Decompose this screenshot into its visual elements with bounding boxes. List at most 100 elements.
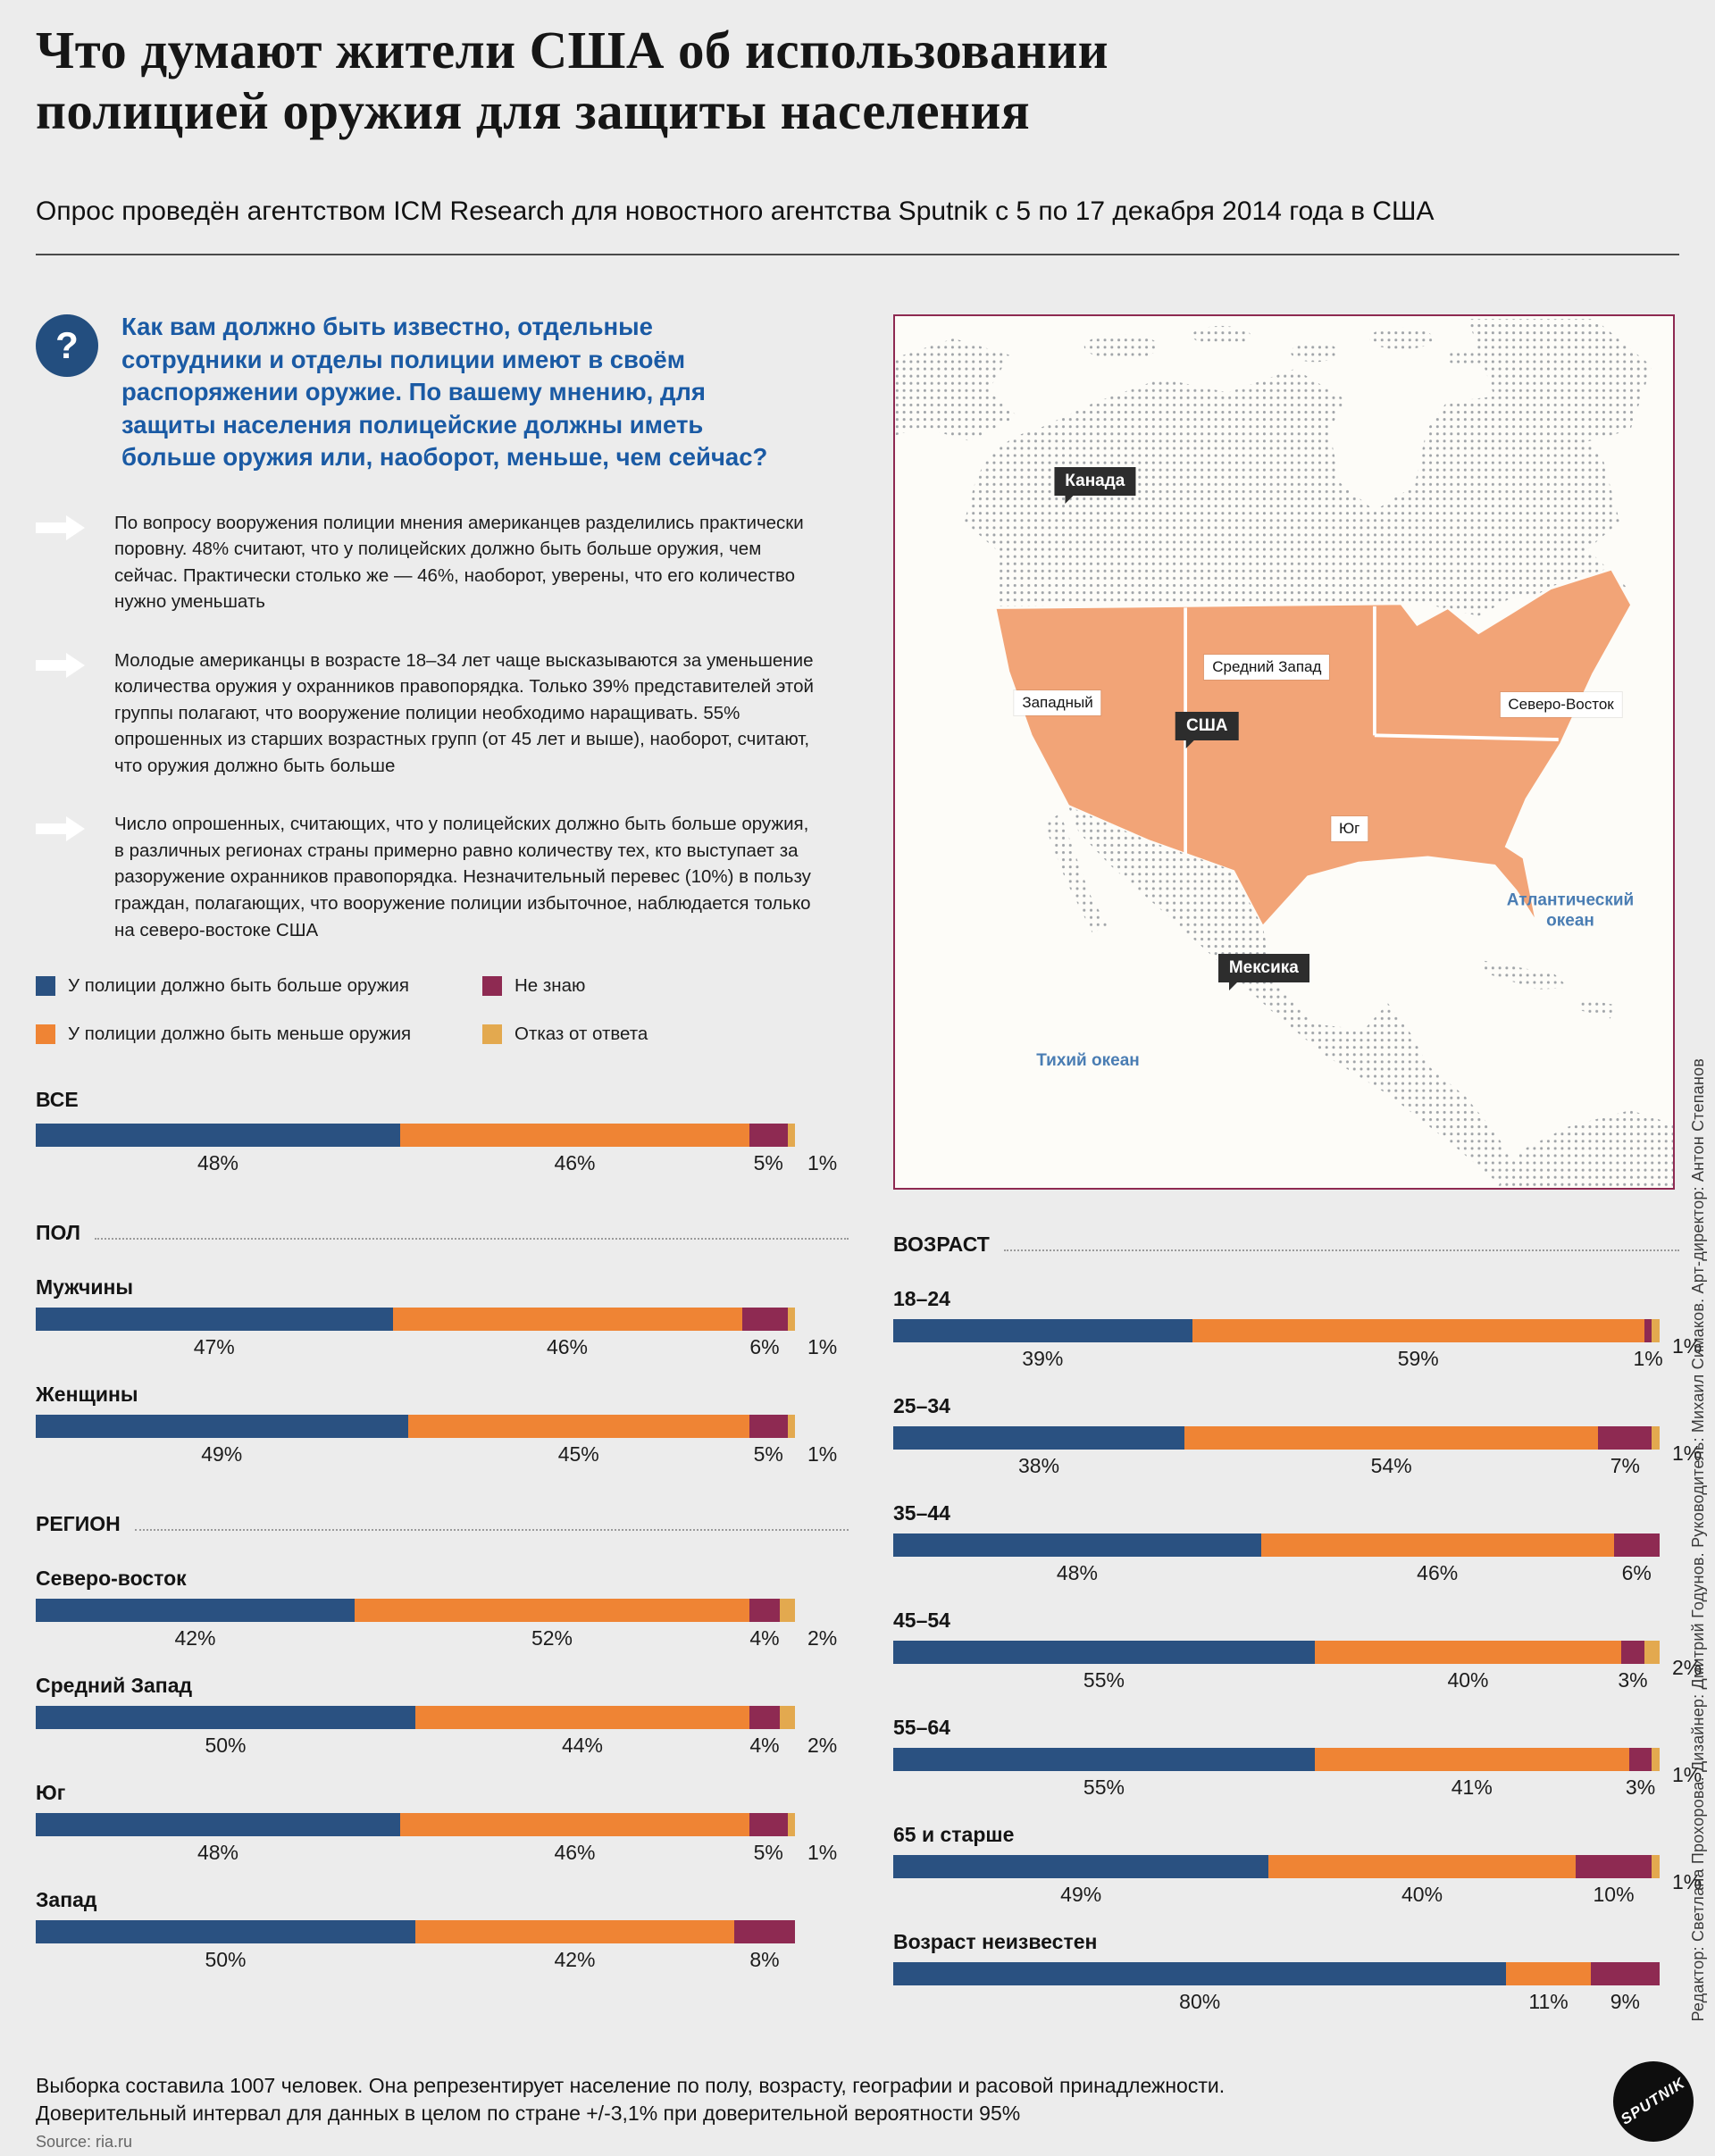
legend: У полиции должно быть больше оружия У пол… <box>36 975 849 1045</box>
finding-text: По вопросу вооружения полиции мнения аме… <box>114 512 804 613</box>
pct-row: 39% 59% 1% 1% <box>893 1334 1702 1374</box>
bar-segment <box>1314 1748 1629 1771</box>
mexico-label-text: Мексика <box>1228 958 1299 978</box>
chart-row: Женщины 49% 45% 5% 1% <box>36 1383 849 1469</box>
legend-item: У полиции должно быть меньше оружия <box>36 1024 482 1045</box>
pct-label: 5% <box>753 1841 783 1865</box>
pct-label: 1% <box>807 1841 838 1865</box>
age-charts: ВОЗРАСТ 18–24 39% 59% 1% 1% 25–34 38% 54% 7% 1% 35–… <box>893 1233 1702 2017</box>
chart-section-age: ВОЗРАСТ 18–24 39% 59% 1% 1% 25–34 38% 54% 7% 1% 35–… <box>893 1233 1702 2017</box>
pct-row: 49% 45% 5% 1% <box>36 1442 837 1469</box>
bar-segment <box>1506 1962 1591 1985</box>
alaska-shape <box>895 338 1018 441</box>
row-label: 45–54 <box>893 1609 950 1632</box>
bar-segment <box>400 1124 749 1148</box>
pct-row: 55% 40% 3% 2% <box>893 1656 1702 1695</box>
bar-segment <box>36 1124 400 1148</box>
pct-label: 55% <box>1083 1776 1125 1799</box>
map-label-usa: США <box>1175 711 1239 748</box>
bar-segment <box>1598 1426 1652 1450</box>
map-label-mexico: Мексика <box>1217 954 1309 991</box>
bar-segment <box>400 1813 749 1837</box>
legend-item: Не знаю <box>482 975 849 997</box>
pct-label: 39% <box>1022 1347 1064 1370</box>
bar-segment <box>787 1415 795 1439</box>
baja-california-shape <box>1044 813 1108 933</box>
bar-segment <box>415 1920 734 1944</box>
finding-item: По вопросу вооружения полиции мнения аме… <box>36 510 849 615</box>
pct-label: 38% <box>1017 1454 1060 1477</box>
section-rule <box>134 1529 849 1532</box>
bar-segment <box>36 1813 400 1837</box>
bar-segment <box>893 1641 1315 1664</box>
south-america-shape <box>1497 1109 1673 1188</box>
pct-label: 59% <box>1397 1347 1439 1370</box>
bar-segment <box>749 1706 780 1730</box>
chart-row: 35–44 48% 46% 6% <box>893 1501 1679 1588</box>
north-america-map: Канада Средний Запад Западный США Северо… <box>893 314 1675 1190</box>
chart-row: 25–34 38% 54% 7% 1% <box>893 1394 1702 1481</box>
stacked-bar <box>893 1748 1660 1771</box>
page-subtitle: Опрос проведён агентством ICM Research д… <box>36 196 1435 226</box>
usa-label-text: США <box>1185 715 1228 735</box>
map-label-atlantic-ocean: Атлантический океан <box>1485 890 1655 932</box>
pct-label: 4% <box>749 1626 780 1650</box>
section-title-text: ПОЛ <box>36 1221 80 1245</box>
pct-label: 45% <box>557 1442 599 1467</box>
bar-segment <box>1644 1319 1652 1342</box>
right-column: Канада Средний Запад Западный США Северо… <box>893 314 1702 2017</box>
pct-row: 50% 42% 8% <box>36 1948 795 1975</box>
pct-row: 49% 40% 10% 1% <box>893 1870 1702 1909</box>
chart-section-all: ВСЕ 48% 46% 5% 1% <box>36 1088 849 1178</box>
row-label: Возраст неизвестен <box>893 1930 1098 1953</box>
bar-segment <box>749 1415 788 1439</box>
pct-label: 55% <box>1083 1668 1125 1692</box>
pct-label: 1% <box>1672 1763 1702 1786</box>
legend-swatch <box>482 976 502 997</box>
pct-label: 3% <box>1618 1668 1648 1692</box>
pct-label: 6% <box>1621 1561 1652 1584</box>
pct-label: 50% <box>205 1948 247 1972</box>
bar-segment <box>1184 1426 1599 1450</box>
pct-label: 42% <box>174 1626 216 1650</box>
section-title-text: ВСЕ <box>36 1088 79 1112</box>
pct-label: 49% <box>1060 1883 1102 1906</box>
pct-label: 6% <box>749 1335 780 1359</box>
bar-segment <box>1652 1748 1660 1771</box>
map-label-pacific-ocean: Тихий океан <box>1036 1051 1140 1073</box>
bar-segment <box>893 1319 1192 1342</box>
bar-segment <box>749 1599 780 1623</box>
bar-segment <box>36 1415 408 1439</box>
pct-label: 44% <box>561 1734 604 1758</box>
bar-segment <box>734 1920 795 1944</box>
pct-label: 46% <box>554 1151 596 1175</box>
bar-segment <box>787 1124 795 1148</box>
section-title: ВОЗРАСТ <box>893 1233 1679 1257</box>
bar-segment <box>780 1706 795 1730</box>
pct-label: 48% <box>197 1841 239 1865</box>
chart-row: 65 и старше 49% 40% 10% 1% <box>893 1823 1702 1909</box>
section-title-text: РЕГИОН <box>36 1512 121 1536</box>
section-title: ВСЕ <box>36 1088 849 1112</box>
bar-segment <box>1621 1641 1644 1664</box>
west-label-text: Западный <box>1022 694 1093 712</box>
row-label: 18–24 <box>893 1287 950 1310</box>
bar-segment <box>36 1599 355 1623</box>
chart-row: Северо-восток 42% 52% 4% 2% <box>36 1567 849 1653</box>
finding-text: Число опрошенных, считающих, что у полиц… <box>114 814 811 940</box>
atlantic-label-text: Атлантический океан <box>1506 890 1635 931</box>
map-svg <box>895 319 1673 1188</box>
arctic-islands <box>1083 325 1490 366</box>
bar-segment <box>787 1813 795 1837</box>
finding-item: Молодые американцы в возрасте 18–34 лет … <box>36 648 849 780</box>
row-label: 65 и старше <box>893 1823 1015 1846</box>
bar-segment <box>355 1599 749 1623</box>
finding-item: Число опрошенных, считающих, что у полиц… <box>36 811 849 943</box>
pct-label: 2% <box>807 1734 838 1758</box>
bar-segment <box>893 1962 1507 1985</box>
bar-segment <box>780 1599 795 1623</box>
legend-label: У полиции должно быть меньше оружия <box>68 1024 412 1045</box>
stacked-bar <box>36 1813 795 1837</box>
chart-section-gender: ПОЛ Мужчины 47% 46% 6% 1% Женщины 49% 45% 5% 1% <box>36 1221 849 1469</box>
